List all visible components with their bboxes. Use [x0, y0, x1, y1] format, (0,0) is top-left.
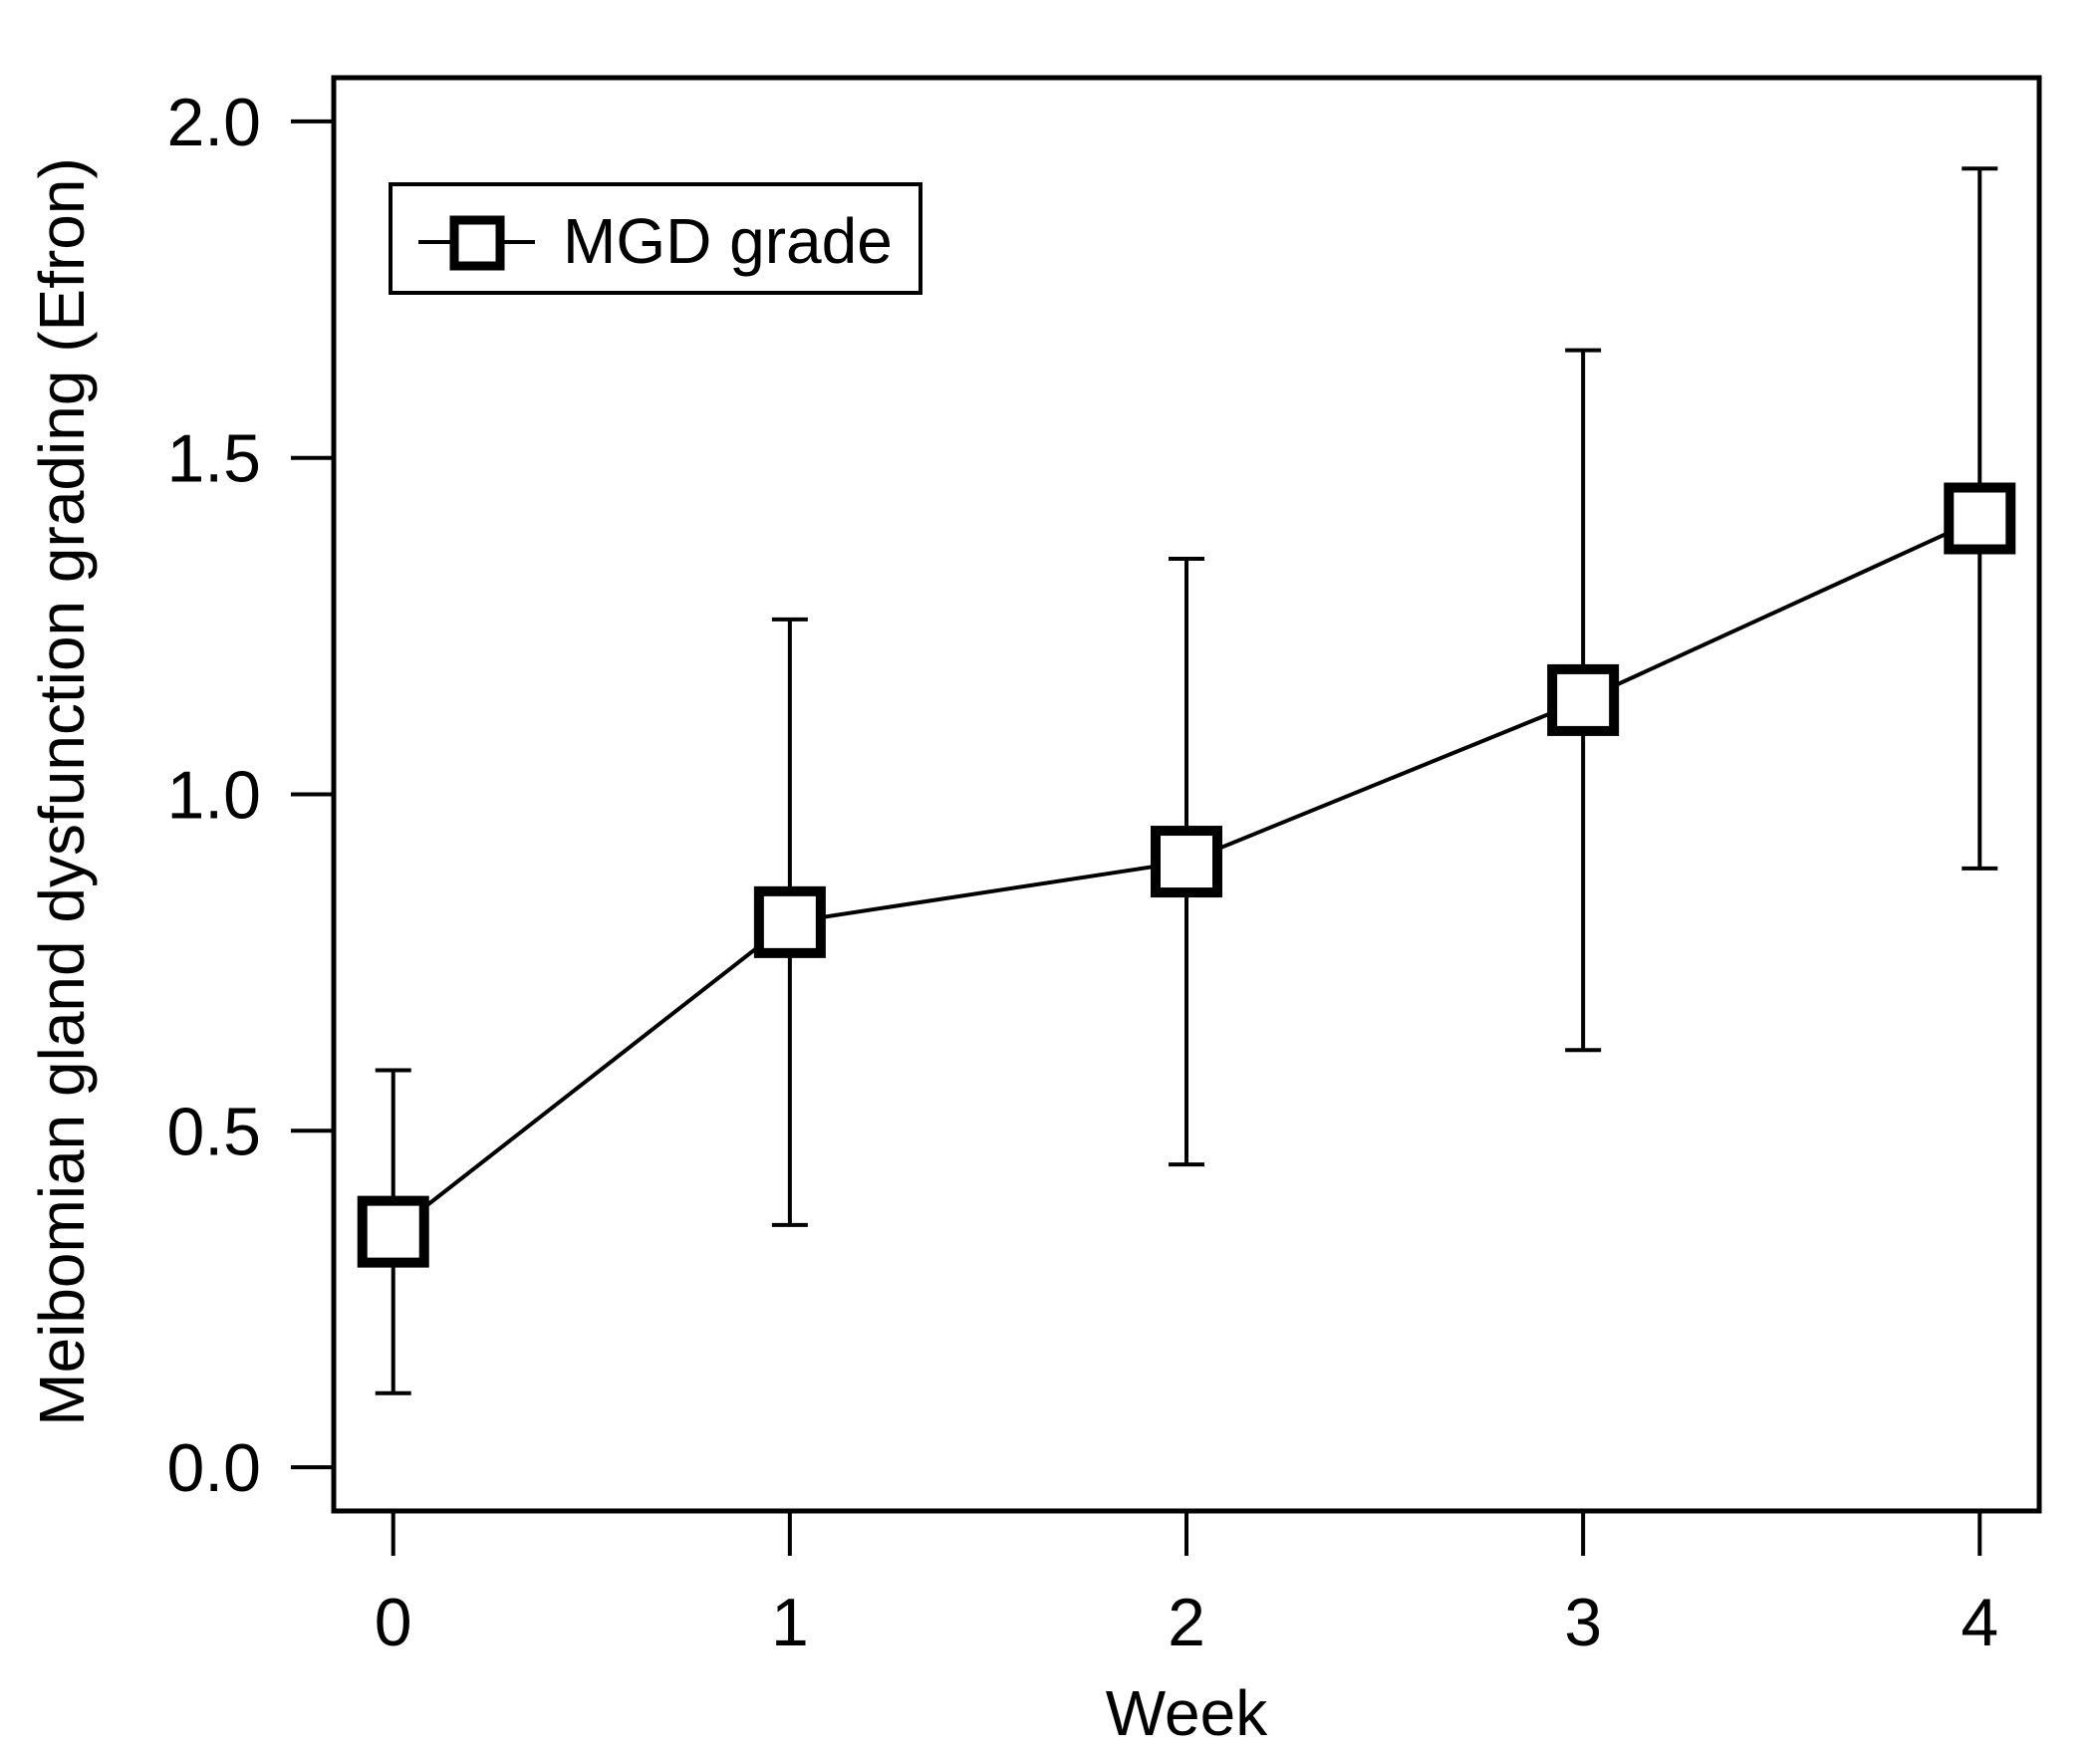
legend-marker	[449, 215, 505, 271]
data-point	[753, 885, 826, 958]
y-tick-label: 0.5	[166, 1094, 261, 1169]
y-axis: 0.0 0.5 1.0 1.5 2.0	[166, 85, 334, 1506]
legend-label: MGD grade	[563, 205, 893, 277]
data-point	[357, 1195, 429, 1268]
data-point	[1151, 826, 1222, 898]
x-tick-label: 2	[1168, 1585, 1205, 1660]
data-point	[1944, 482, 2016, 555]
legend: MGD grade	[389, 182, 922, 295]
x-tick-label: 4	[1961, 1585, 1998, 1660]
y-tick-label: 2.0	[166, 85, 261, 160]
x-tick-label: 1	[771, 1585, 809, 1660]
data-point	[1547, 663, 1620, 736]
y-tick-label: 1.0	[166, 758, 261, 834]
x-axis: 0 1 2 3 4	[375, 1511, 1998, 1660]
y-tick-label: 1.5	[166, 421, 261, 497]
y-axis-title: Meibomian gland dysfunction grading (Efr…	[26, 157, 98, 1426]
plot-area	[357, 166, 2016, 1395]
x-tick-label: 3	[1564, 1585, 1602, 1660]
plot-frame	[331, 75, 2042, 1514]
x-tick-label: 0	[375, 1585, 412, 1660]
x-axis-title: Week	[1106, 1677, 1268, 1748]
y-tick-label: 0.0	[166, 1430, 261, 1506]
